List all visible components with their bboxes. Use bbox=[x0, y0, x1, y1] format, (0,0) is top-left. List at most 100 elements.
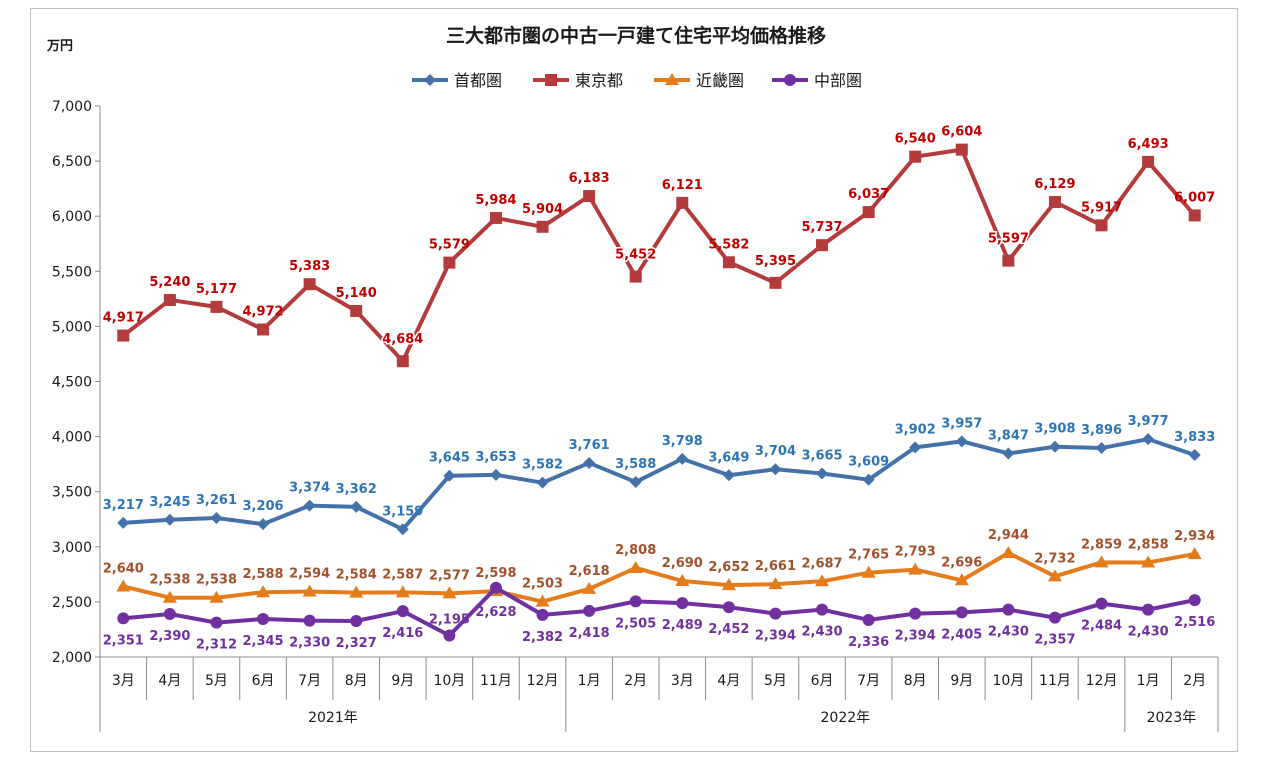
data-label-首都圏: 3,159 bbox=[382, 504, 423, 519]
data-label-中部圏: 2,430 bbox=[988, 625, 1029, 640]
data-label-東京都: 5,984 bbox=[475, 193, 516, 208]
legend-label: 近畿圏 bbox=[696, 71, 744, 90]
data-label-近畿圏: 2,765 bbox=[848, 548, 889, 563]
data-point-square bbox=[1002, 254, 1015, 267]
data-label-東京都: 5,917 bbox=[1081, 200, 1122, 215]
data-label-首都圏: 3,847 bbox=[988, 428, 1029, 443]
data-label-中部圏: 2,345 bbox=[242, 634, 283, 649]
data-label-首都圏: 3,798 bbox=[662, 434, 703, 449]
data-point-square bbox=[443, 256, 456, 269]
x-tick-label: 2月 bbox=[1183, 673, 1206, 689]
data-label-中部圏: 2,327 bbox=[336, 636, 377, 651]
x-tick-label: 7月 bbox=[298, 673, 321, 689]
data-point-circle bbox=[1048, 611, 1061, 624]
data-label-東京都: 5,177 bbox=[196, 282, 237, 297]
data-point-triangle bbox=[1141, 555, 1156, 568]
data-label-中部圏: 2,394 bbox=[755, 629, 796, 644]
data-point-circle bbox=[489, 581, 502, 594]
x-year-label: 2023年 bbox=[1147, 710, 1197, 726]
data-point-circle bbox=[303, 614, 316, 627]
data-label-近畿圏: 2,661 bbox=[755, 559, 796, 574]
data-label-近畿圏: 2,859 bbox=[1081, 537, 1122, 552]
data-point-circle bbox=[257, 612, 270, 625]
data-label-首都圏: 3,902 bbox=[895, 422, 936, 437]
series-近畿圏 bbox=[116, 545, 1202, 607]
data-label-首都圏: 3,217 bbox=[103, 498, 144, 513]
data-label-首都圏: 3,649 bbox=[708, 450, 749, 465]
data-point-circle bbox=[1142, 603, 1155, 616]
legend: 首都圏 東京都 近畿圏 中部圏 bbox=[412, 71, 862, 90]
data-point-square bbox=[722, 256, 735, 269]
data-label-近畿圏: 2,587 bbox=[382, 567, 423, 582]
y-tick-label: 5,500 bbox=[52, 264, 92, 280]
data-label-近畿圏: 2,618 bbox=[569, 564, 610, 579]
x-tick-label: 3月 bbox=[671, 673, 694, 689]
data-point-square bbox=[955, 143, 968, 156]
data-point-diamond bbox=[489, 468, 502, 481]
data-point-triangle bbox=[1187, 547, 1202, 560]
data-point-circle bbox=[955, 606, 968, 619]
data-label-中部圏: 2,382 bbox=[522, 630, 563, 645]
chart-title: 三大都市圏の中古一戸建て住宅平均価格推移 bbox=[446, 24, 826, 47]
legend-item-東京都: 東京都 bbox=[533, 71, 623, 90]
data-point-triangle bbox=[1047, 569, 1062, 582]
data-point-diamond bbox=[396, 523, 409, 536]
data-point-square bbox=[1188, 209, 1201, 222]
y-axis-unit: 万円 bbox=[46, 39, 73, 54]
data-point-diamond bbox=[862, 473, 875, 486]
data-point-triangle bbox=[1094, 555, 1109, 568]
y-tick-label: 7,000 bbox=[52, 99, 92, 115]
data-label-首都圏: 3,896 bbox=[1081, 423, 1122, 438]
data-point-diamond bbox=[424, 74, 436, 86]
data-point-square bbox=[769, 276, 782, 289]
series-中部圏 bbox=[117, 581, 1201, 642]
data-label-東京都: 6,183 bbox=[569, 171, 610, 186]
data-label-東京都: 5,737 bbox=[801, 220, 842, 235]
data-label-近畿圏: 2,808 bbox=[615, 543, 656, 558]
data-point-circle bbox=[163, 608, 176, 621]
data-label-首都圏: 3,374 bbox=[289, 481, 330, 496]
x-tick-label: 6月 bbox=[252, 673, 275, 689]
data-label-首都圏: 3,908 bbox=[1034, 422, 1075, 437]
data-label-中部圏: 2,430 bbox=[801, 625, 842, 640]
legend-item-近畿圏: 近畿圏 bbox=[654, 71, 744, 90]
data-point-circle bbox=[210, 616, 223, 629]
data-point-square bbox=[350, 304, 363, 317]
data-point-triangle bbox=[861, 565, 876, 578]
data-point-square bbox=[816, 239, 829, 252]
data-point-triangle bbox=[442, 586, 457, 599]
data-point-square bbox=[545, 74, 557, 86]
data-point-diamond bbox=[722, 469, 735, 482]
data-point-triangle bbox=[721, 578, 736, 591]
series-line-近畿圏 bbox=[122, 550, 1196, 604]
data-label-東京都: 5,383 bbox=[289, 259, 330, 274]
data-point-diamond bbox=[583, 456, 596, 469]
data-label-近畿圏: 2,577 bbox=[429, 568, 470, 583]
legend-label: 東京都 bbox=[575, 71, 623, 90]
x-tick-label: 8月 bbox=[345, 673, 368, 689]
series-layer bbox=[116, 143, 1202, 642]
data-label-中部圏: 2,430 bbox=[1128, 625, 1169, 640]
x-tick-label: 8月 bbox=[904, 673, 927, 689]
data-label-中部圏: 2,516 bbox=[1174, 615, 1215, 630]
data-label-東京都: 6,540 bbox=[895, 132, 936, 147]
data-point-diamond bbox=[443, 469, 456, 482]
data-label-中部圏: 2,489 bbox=[662, 618, 703, 633]
data-label-東京都: 6,493 bbox=[1128, 137, 1169, 152]
data-point-diamond bbox=[1002, 447, 1015, 460]
data-point-circle bbox=[350, 614, 363, 627]
data-label-首都圏: 3,588 bbox=[615, 457, 656, 472]
y-tick-label: 6,000 bbox=[52, 209, 92, 225]
data-point-triangle bbox=[665, 73, 679, 85]
x-tick-label: 5月 bbox=[764, 673, 787, 689]
x-tick-label: 7月 bbox=[857, 673, 880, 689]
x-tick-label: 2月 bbox=[624, 673, 647, 689]
data-label-東京都: 5,240 bbox=[149, 275, 190, 290]
data-label-東京都: 6,121 bbox=[662, 178, 703, 193]
data-label-中部圏: 2,351 bbox=[103, 633, 144, 648]
data-label-東京都: 5,904 bbox=[522, 202, 563, 217]
data-point-square bbox=[303, 278, 316, 291]
data-point-square bbox=[1142, 155, 1155, 168]
data-point-triangle bbox=[349, 585, 364, 598]
data-point-triangle bbox=[395, 585, 410, 598]
